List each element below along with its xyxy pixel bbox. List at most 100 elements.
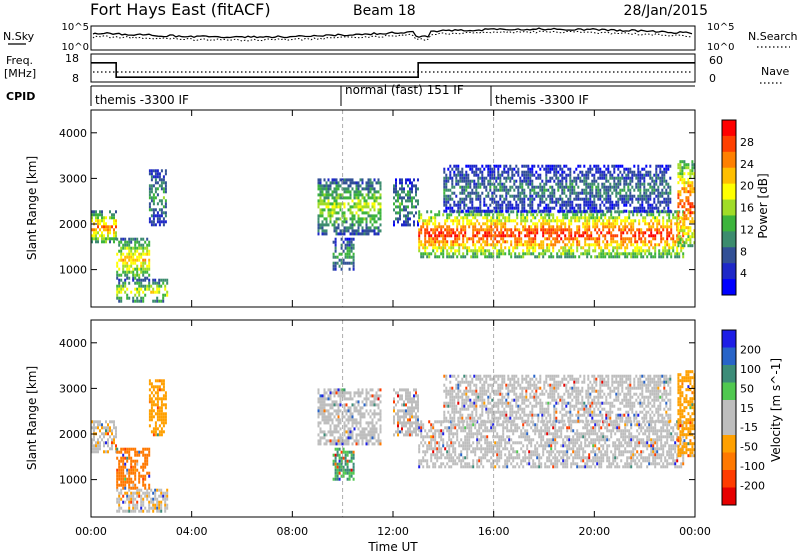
echo-cell xyxy=(522,213,525,217)
echo-cell xyxy=(591,209,594,213)
echo-cell xyxy=(580,216,583,220)
echo-cell xyxy=(415,193,417,197)
echo-cell xyxy=(679,220,682,224)
echo-cell xyxy=(166,290,169,294)
echo-cell xyxy=(620,210,623,214)
echo-cell xyxy=(607,191,610,195)
echo-cell xyxy=(600,249,603,253)
echo-cell xyxy=(138,276,141,280)
echo-cell xyxy=(353,181,356,185)
echo-cell xyxy=(428,441,431,445)
echo-cell xyxy=(369,178,372,182)
echo-cell xyxy=(319,400,322,404)
echo-cell xyxy=(365,439,368,443)
echo-cell xyxy=(95,444,97,448)
echo-cell xyxy=(681,226,684,230)
echo-cell xyxy=(417,403,419,407)
echo-cell xyxy=(126,447,129,451)
echo-cell xyxy=(484,213,487,217)
echo-cell xyxy=(440,249,443,253)
echo-cell xyxy=(470,213,473,217)
echo-cell xyxy=(575,191,578,195)
echo-cell xyxy=(128,243,131,247)
echo-cell xyxy=(148,190,151,194)
echo-cell xyxy=(344,471,347,475)
echo-cell xyxy=(613,179,616,183)
echo-cell xyxy=(367,229,370,233)
echo-cell xyxy=(540,216,543,220)
echo-cell xyxy=(568,237,571,241)
echo-cell xyxy=(448,213,451,217)
echo-cell xyxy=(107,423,109,427)
echo-cell xyxy=(113,420,115,424)
echo-cell xyxy=(379,205,382,209)
echo-cell xyxy=(546,228,549,232)
echo-cell xyxy=(339,217,342,221)
echo-cell xyxy=(343,397,346,401)
echo-cell xyxy=(693,241,696,245)
echo-cell xyxy=(488,249,491,253)
echo-cell xyxy=(474,216,477,220)
echo-cell xyxy=(97,222,99,226)
echo-cell xyxy=(353,232,356,236)
echo-cell xyxy=(319,214,322,218)
echo-cell xyxy=(637,194,640,198)
echo-cell xyxy=(357,388,360,392)
echo-cell xyxy=(465,179,468,183)
echo-cell xyxy=(672,237,675,241)
echo-cell xyxy=(334,264,337,268)
echo-cell xyxy=(608,228,611,232)
echo-cell xyxy=(136,486,139,490)
echo-cell xyxy=(365,394,368,398)
echo-cell xyxy=(459,191,462,195)
echo-cell xyxy=(587,191,590,195)
echo-cell xyxy=(329,187,332,191)
echo-cell xyxy=(579,191,582,195)
echo-cell xyxy=(629,188,632,192)
echo-cell xyxy=(551,191,554,195)
echo-cell xyxy=(514,225,517,229)
echo-cell xyxy=(148,450,151,454)
echo-cell xyxy=(333,439,336,443)
echo-cell xyxy=(587,173,590,177)
echo-cell xyxy=(689,235,692,239)
echo-cell xyxy=(644,240,647,244)
echo-cell xyxy=(361,232,364,236)
echo-cell xyxy=(413,400,415,404)
echo-cell xyxy=(504,225,507,229)
echo-cell xyxy=(557,185,560,189)
echo-cell xyxy=(158,412,161,416)
echo-cell xyxy=(501,209,504,213)
echo-cell xyxy=(559,203,562,207)
echo-cell xyxy=(336,471,339,475)
echo-cell xyxy=(371,205,374,209)
echo-cell xyxy=(544,249,547,253)
echo-cell xyxy=(122,258,125,262)
echo-cell xyxy=(469,179,472,183)
echo-cell xyxy=(333,436,336,440)
echo-cell xyxy=(336,255,339,259)
echo-cell xyxy=(658,252,661,256)
echo-cell xyxy=(603,173,606,177)
echo-cell xyxy=(595,191,598,195)
echo-cell xyxy=(523,194,526,198)
echo-cell xyxy=(571,191,574,195)
echo-cell xyxy=(526,216,529,220)
echo-cell xyxy=(411,421,413,425)
echo-cell xyxy=(395,205,397,209)
echo-cell xyxy=(415,391,417,395)
echo-cell xyxy=(142,299,145,303)
echo-cell xyxy=(519,185,522,189)
echo-cell xyxy=(442,255,445,259)
echo-cell xyxy=(359,409,362,413)
echo-cell xyxy=(418,462,421,466)
echo-cell xyxy=(332,252,335,256)
echo-cell xyxy=(154,506,157,510)
echo-cell xyxy=(606,243,609,247)
echo-cell xyxy=(603,182,606,186)
echo-cell xyxy=(124,281,127,285)
echo-cell xyxy=(317,406,320,410)
echo-cell xyxy=(457,179,460,183)
echo-cell xyxy=(101,438,103,442)
echo-cell xyxy=(676,240,679,244)
